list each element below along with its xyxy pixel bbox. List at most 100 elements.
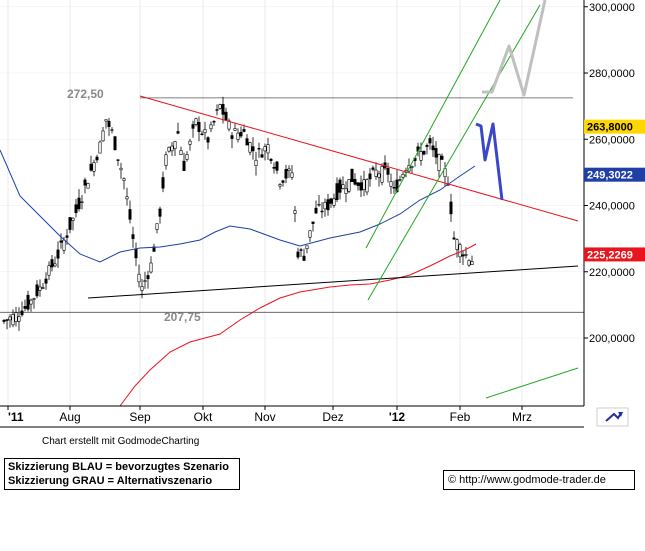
candle-body	[140, 285, 144, 291]
price-label-text: 249,3022	[587, 170, 633, 182]
candle-body	[17, 316, 21, 322]
candle-body	[329, 198, 333, 204]
moving-averages	[0, 149, 477, 407]
source-url[interactable]: http://www.godmode-trader.de	[459, 474, 606, 486]
candle	[425, 143, 429, 155]
candle	[74, 198, 78, 218]
x-tick-label: Mrz	[512, 410, 532, 424]
candle-body	[224, 111, 228, 121]
candle-body	[356, 182, 360, 186]
price-label: 225,2269	[584, 247, 645, 262]
price-label: 263,8000	[584, 119, 645, 134]
candle	[281, 179, 285, 187]
candle	[299, 247, 303, 258]
candle-body	[371, 167, 375, 170]
candle-body	[257, 148, 261, 150]
candle-body	[167, 146, 171, 152]
candle	[89, 155, 93, 172]
candle	[77, 189, 81, 212]
candle	[305, 245, 309, 254]
candle-body	[50, 259, 54, 268]
price-label: 249,3022	[584, 167, 645, 182]
source-box[interactable]: © http://www.godmode-trader.de	[443, 470, 635, 490]
candle	[38, 279, 42, 297]
candle-body	[266, 144, 270, 154]
candle	[389, 173, 393, 194]
price-label-background	[584, 119, 645, 134]
candle	[470, 255, 474, 266]
y-tick-label: 260,0000	[589, 134, 635, 146]
candle-body	[56, 249, 60, 259]
candle-body	[206, 137, 210, 143]
candle-body	[209, 124, 213, 130]
candle	[158, 206, 162, 224]
candle-body	[245, 138, 249, 146]
candle-body	[182, 160, 186, 171]
candle-body	[242, 129, 246, 132]
candle	[83, 177, 87, 194]
candle	[293, 206, 297, 223]
candle-body	[59, 240, 63, 243]
candle	[296, 247, 300, 260]
candle-body	[461, 254, 465, 257]
candle	[428, 134, 432, 150]
candle	[53, 256, 57, 268]
candle-body	[155, 223, 159, 230]
candle-body	[422, 150, 426, 155]
candle-body	[401, 173, 405, 178]
candle-body	[110, 129, 114, 131]
candle	[374, 162, 378, 180]
candle-body	[191, 124, 195, 129]
candle-body	[350, 168, 354, 183]
candle-body	[398, 179, 402, 181]
plot-area	[0, 0, 584, 406]
candle-body	[125, 196, 129, 200]
candle	[29, 298, 33, 312]
price-label-text: 263,8000	[587, 122, 633, 134]
candle-body	[236, 132, 240, 140]
candle-body	[173, 141, 177, 149]
candle	[332, 193, 336, 208]
candle	[131, 226, 135, 248]
candle	[140, 278, 144, 299]
candle	[5, 318, 9, 330]
candle	[287, 165, 291, 178]
candle-body	[239, 131, 243, 137]
candle-body	[161, 177, 165, 189]
candle-body	[467, 260, 471, 266]
candle	[434, 141, 438, 165]
candle-body	[104, 119, 108, 122]
legend-line-grey: Skizzierung GRAU = Alternativszenario	[8, 475, 213, 487]
candle-body	[281, 180, 285, 183]
candle-body	[5, 319, 9, 321]
draw-tool-icon[interactable]	[596, 407, 629, 427]
candle	[167, 146, 171, 153]
candle-body	[314, 207, 318, 214]
candle-body	[71, 217, 75, 221]
green-channel-upper	[365, 0, 501, 249]
candle	[398, 175, 402, 182]
candle-body	[62, 239, 66, 251]
candle	[101, 126, 105, 142]
red-moving-average	[119, 243, 477, 407]
candle	[116, 159, 120, 166]
candle	[251, 137, 255, 160]
chart-credit: Chart erstellt mit GodmodeCharting	[42, 436, 200, 447]
candle-body	[410, 166, 414, 168]
candle	[137, 264, 141, 288]
candle	[440, 153, 444, 161]
x-tick-label: Nov	[254, 410, 275, 424]
candle	[353, 173, 357, 186]
candle	[125, 187, 129, 206]
candle	[248, 141, 252, 156]
candle-body	[197, 122, 201, 132]
candle	[308, 230, 312, 243]
candle-body	[80, 201, 84, 203]
candle	[71, 217, 75, 231]
candle	[26, 290, 30, 312]
candle	[302, 248, 306, 262]
scenario-legend: Skizzierung BLAU = bevorzugtes Szenario …	[4, 458, 240, 490]
candle	[311, 221, 315, 232]
candle	[173, 140, 177, 157]
